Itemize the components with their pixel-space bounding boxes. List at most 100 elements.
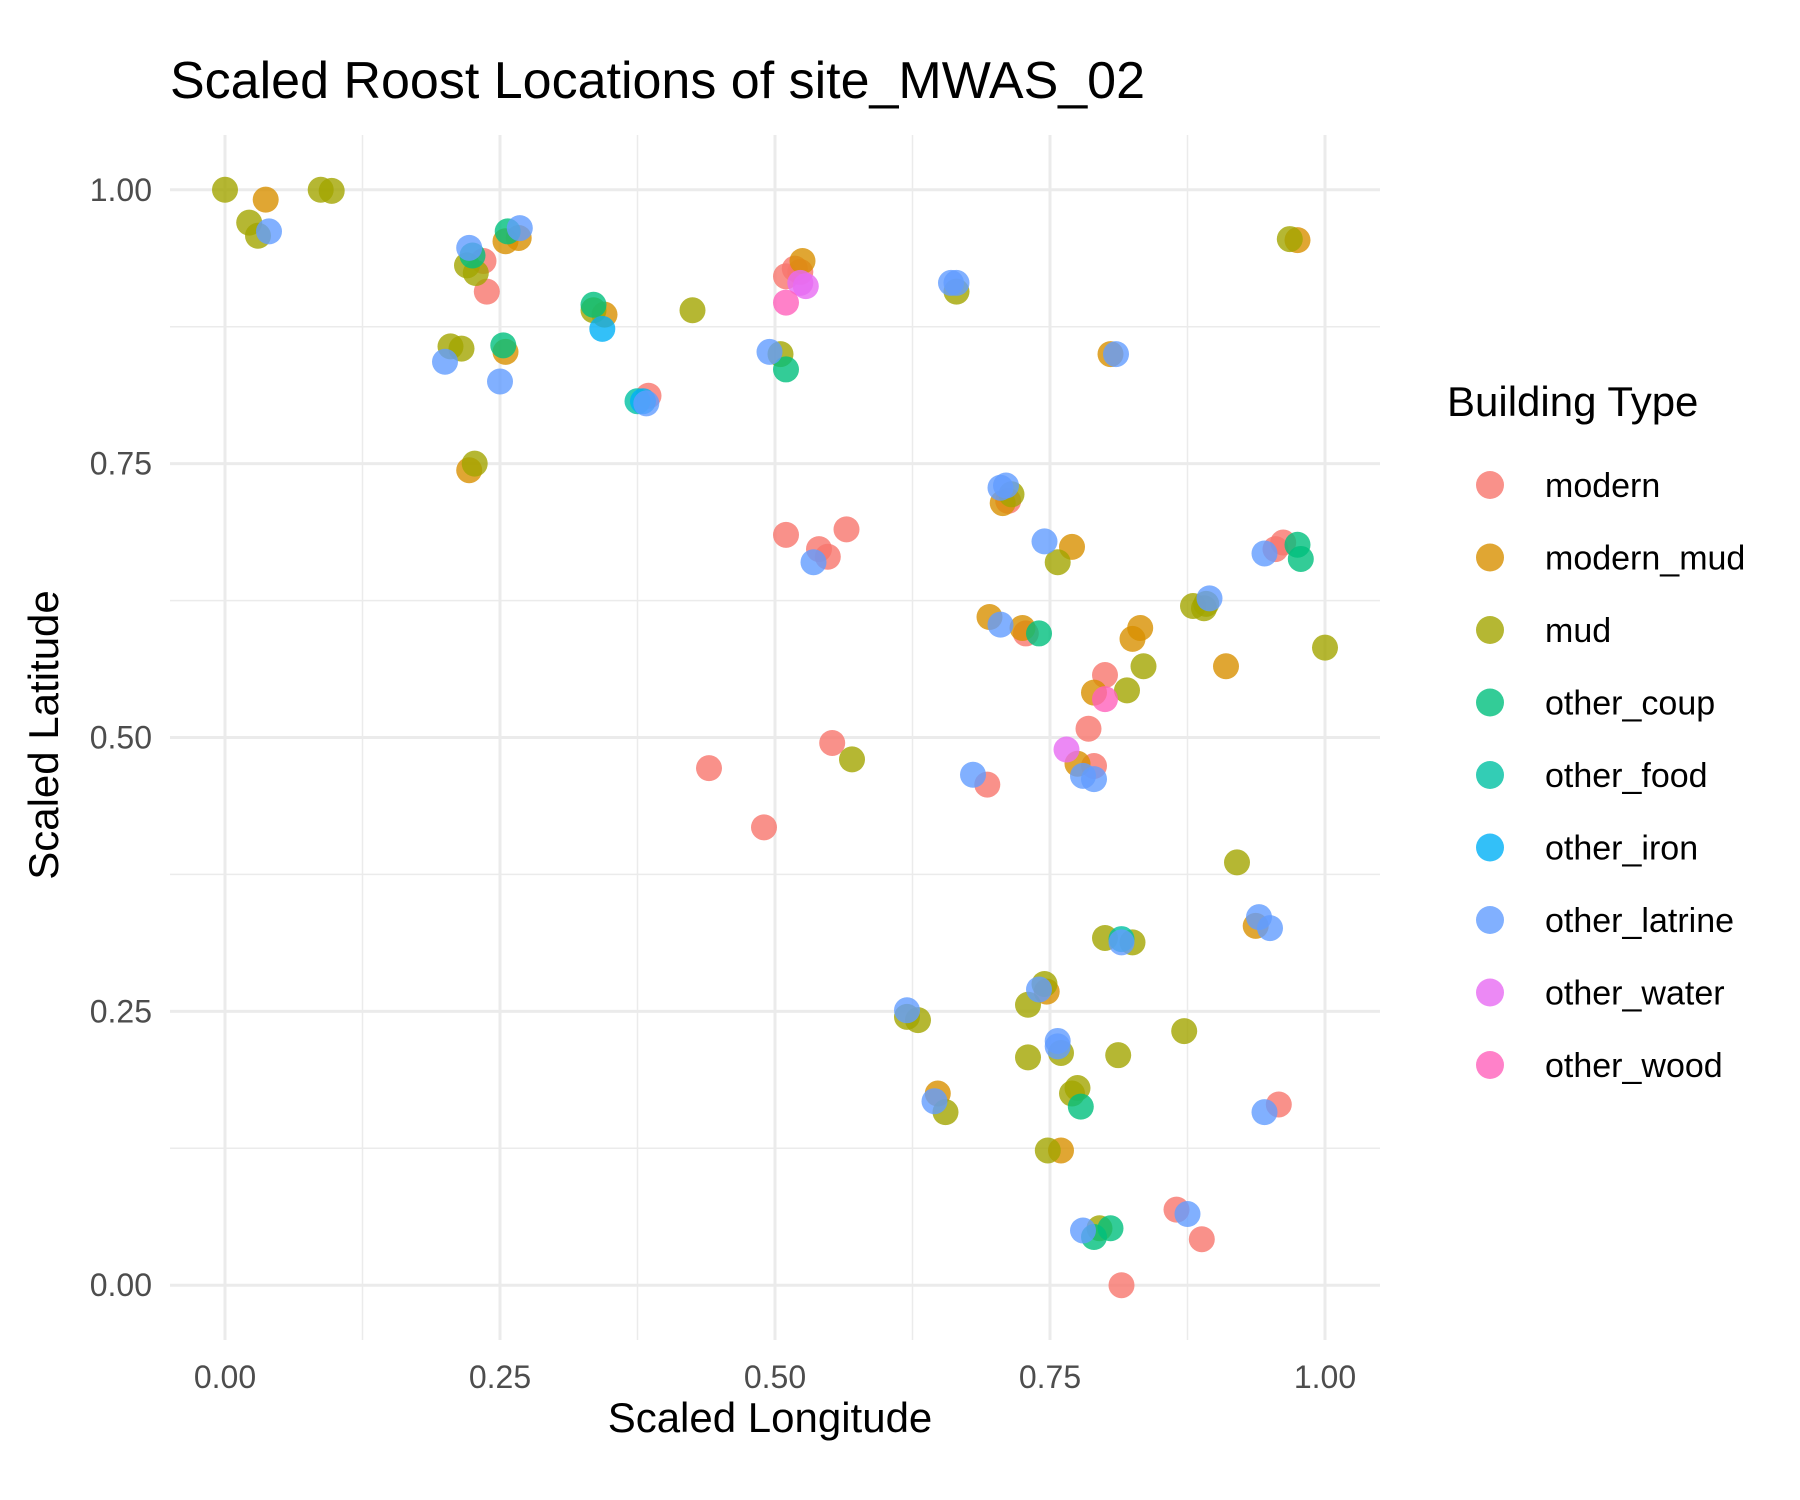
point-mud: [461, 450, 488, 477]
point-other_latrine: [1174, 1201, 1201, 1228]
point-mud: [1312, 634, 1338, 661]
point-other_latrine: [1251, 540, 1278, 567]
point-modern_mud: [1127, 614, 1154, 641]
point-mud: [1276, 226, 1303, 253]
point-modern_mud: [252, 186, 279, 213]
y-tick-label: 0.00: [90, 1267, 152, 1303]
legend-title: Building Type: [1447, 378, 1698, 425]
point-other_latrine: [921, 1088, 948, 1115]
x-tick-label: 0.50: [744, 1359, 806, 1395]
point-mud: [1224, 849, 1250, 876]
x-tick-label: 0.75: [1019, 1359, 1081, 1395]
point-modern: [1075, 715, 1102, 742]
point-other_latrine: [456, 234, 483, 261]
point-modern: [819, 729, 846, 756]
legend-label-modern_mud: modern_mud: [1545, 540, 1745, 578]
point-other_coup: [1287, 545, 1314, 572]
point-other_latrine: [1081, 766, 1107, 793]
legend-label-other_food: other_food: [1545, 757, 1708, 795]
x-tick-label: 0.25: [469, 1359, 531, 1395]
point-other_latrine: [1044, 1033, 1071, 1060]
point-mud: [212, 176, 238, 203]
point-other_latrine: [487, 368, 513, 395]
legend-label-modern: modern: [1545, 467, 1660, 505]
point-modern: [1108, 1272, 1135, 1299]
point-mud: [1105, 1042, 1132, 1069]
point-other_water: [787, 269, 814, 296]
y-axis-title: Scaled Latitude: [20, 590, 67, 880]
point-other_latrine: [1070, 1217, 1096, 1244]
chart-title: Scaled Roost Locations of site_MWAS_02: [170, 52, 1145, 110]
point-other_latrine: [987, 611, 1014, 638]
point-other_latrine: [432, 348, 458, 375]
legend-label-other_iron: other_iron: [1545, 830, 1698, 868]
point-other_coup: [773, 356, 799, 383]
point-other_coup: [580, 291, 607, 318]
point-mud: [318, 177, 345, 204]
point-other_latrine: [506, 215, 533, 242]
legend-key-other_wood: [1476, 1051, 1504, 1079]
legend-key-other_water: [1476, 978, 1504, 1007]
legend-key-other_coup: [1476, 688, 1504, 717]
y-tick-label: 0.50: [90, 720, 152, 756]
point-mud: [1114, 677, 1140, 704]
point-other_latrine: [943, 269, 970, 296]
y-tick-label: 1.00: [90, 172, 152, 208]
legend-key-other_iron: [1476, 833, 1504, 862]
x-tick-label: 1.00: [1294, 1359, 1356, 1395]
point-modern: [751, 814, 777, 841]
legend-label-other_coup: other_coup: [1545, 685, 1715, 723]
point-other_latrine: [960, 761, 986, 788]
point-modern: [833, 516, 860, 543]
point-other_latrine: [1103, 341, 1129, 368]
point-other_latrine: [1196, 585, 1223, 612]
y-tick-label: 0.25: [90, 993, 152, 1029]
point-other_latrine: [256, 218, 282, 245]
x-axis-ticks: 0.00 0.25 0.50 0.75 1.00: [194, 1359, 1356, 1395]
legend-key-modern_mud: [1476, 543, 1504, 572]
point-mud: [1130, 653, 1157, 680]
point-other_coup: [1097, 1215, 1124, 1242]
point-other_latrine: [800, 549, 827, 576]
legend-key-other_food: [1476, 761, 1504, 789]
point-other_latrine: [1251, 1099, 1278, 1126]
point-modern: [696, 755, 722, 782]
data-points: [212, 176, 1338, 1299]
point-mud: [839, 746, 865, 773]
point-other_latrine: [1257, 915, 1283, 942]
point-other_coup: [490, 332, 517, 359]
point-other_latrine: [756, 338, 783, 365]
y-axis-ticks: 0.00 0.25 0.50 0.75 1.00: [90, 172, 152, 1303]
point-other_latrine: [1108, 929, 1135, 956]
point-other_coup: [1026, 620, 1052, 647]
x-axis-title: Scaled Longitude: [608, 1394, 933, 1441]
point-other_latrine: [993, 472, 1019, 499]
point-modern_mud: [1213, 653, 1239, 680]
x-tick-label: 0.00: [194, 1359, 256, 1395]
legend-key-modern: [1476, 471, 1504, 499]
legend-label-other_wood: other_wood: [1545, 1047, 1723, 1085]
legend-key-mud: [1476, 616, 1504, 644]
point-other_latrine: [1026, 976, 1052, 1003]
point-mud: [1171, 1018, 1198, 1045]
point-other_latrine: [1031, 528, 1058, 555]
y-tick-label: 0.75: [90, 446, 152, 482]
point-other_iron: [589, 315, 616, 342]
point-mud: [1015, 1044, 1041, 1071]
point-modern: [1188, 1226, 1215, 1253]
point-other_latrine: [894, 997, 920, 1024]
point-modern: [773, 521, 799, 548]
point-other_water: [1053, 736, 1080, 763]
point-modern_mud: [789, 247, 816, 274]
point-other_latrine: [633, 390, 660, 417]
point-mud: [1034, 1137, 1061, 1164]
legend-label-other_latrine: other_latrine: [1545, 902, 1734, 940]
legend-key-other_latrine: [1476, 906, 1504, 934]
legend-label-mud: mud: [1545, 612, 1611, 650]
legend-label-other_water: other_water: [1545, 975, 1725, 1013]
point-other_wood: [773, 289, 799, 316]
point-mud: [679, 297, 706, 324]
